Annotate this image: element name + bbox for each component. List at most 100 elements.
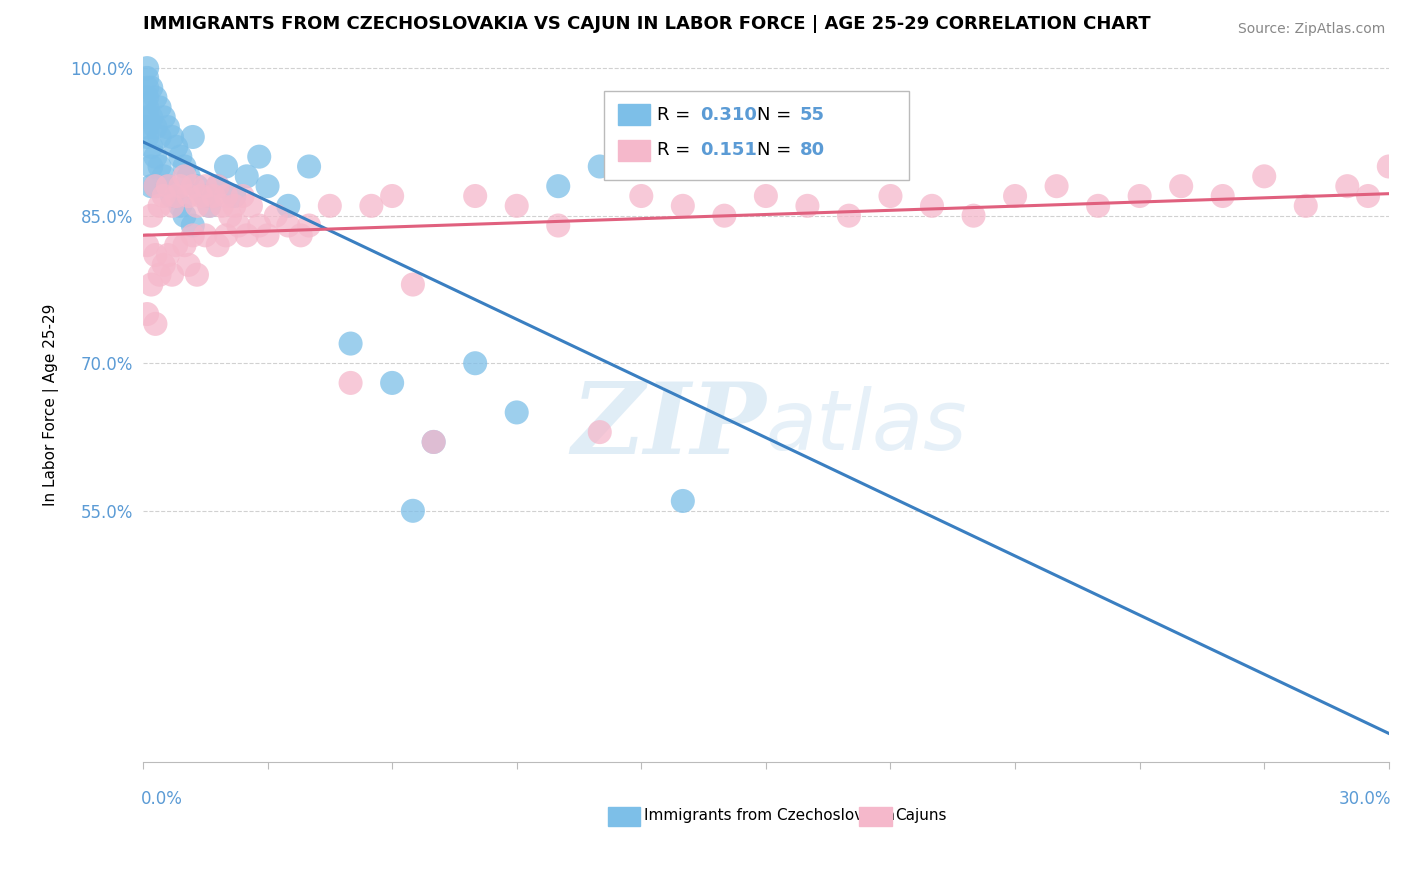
Point <box>177 169 200 184</box>
Text: Immigrants from Czechoslovakia: Immigrants from Czechoslovakia <box>644 808 894 823</box>
Point <box>152 189 174 203</box>
Point <box>207 179 229 194</box>
Point <box>177 258 200 272</box>
Point <box>713 209 735 223</box>
Point <box>589 425 612 439</box>
Point <box>145 179 167 194</box>
Point <box>402 504 425 518</box>
Point <box>141 277 163 292</box>
Point <box>181 179 204 194</box>
Point <box>228 219 250 233</box>
Point <box>145 317 167 331</box>
Point <box>547 179 569 194</box>
Point <box>186 199 208 213</box>
Point <box>211 199 233 213</box>
Point <box>247 150 270 164</box>
Point <box>169 150 191 164</box>
Point <box>215 189 238 203</box>
Point <box>339 376 361 390</box>
Point <box>256 228 278 243</box>
Text: 30.0%: 30.0% <box>1339 790 1392 808</box>
Point <box>422 434 444 449</box>
Point <box>165 140 187 154</box>
Point <box>239 199 262 213</box>
Point <box>141 179 163 194</box>
Point <box>190 189 212 203</box>
Point <box>202 189 225 203</box>
Text: 0.310: 0.310 <box>700 106 756 124</box>
Point <box>156 120 179 135</box>
Point <box>215 228 238 243</box>
Text: ZIP: ZIP <box>571 378 766 475</box>
Point <box>1129 189 1152 203</box>
Point <box>838 209 860 223</box>
Point <box>360 199 382 213</box>
Point <box>1045 179 1067 194</box>
Text: Source: ZipAtlas.com: Source: ZipAtlas.com <box>1237 22 1385 37</box>
Point <box>136 238 159 252</box>
Point <box>298 160 321 174</box>
Point <box>136 130 159 145</box>
Point <box>160 268 183 282</box>
Point <box>224 189 246 203</box>
Point <box>506 405 529 419</box>
Point <box>156 179 179 194</box>
Text: 0.151: 0.151 <box>700 142 756 160</box>
Point <box>1004 189 1026 203</box>
Point <box>181 219 204 233</box>
Point <box>264 209 287 223</box>
Point <box>148 199 170 213</box>
FancyBboxPatch shape <box>617 140 650 161</box>
Point <box>136 307 159 321</box>
Point <box>156 179 179 194</box>
Point <box>796 199 818 213</box>
Point <box>136 90 159 104</box>
Point <box>141 111 163 125</box>
Point <box>277 219 299 233</box>
Text: N =: N = <box>758 142 797 160</box>
FancyBboxPatch shape <box>617 104 650 126</box>
Point <box>198 199 221 213</box>
Point <box>148 100 170 114</box>
Point <box>194 228 217 243</box>
Point <box>198 199 221 213</box>
Point <box>160 199 183 213</box>
Point <box>1336 179 1358 194</box>
Point <box>141 140 163 154</box>
Point <box>145 248 167 262</box>
Text: atlas: atlas <box>766 386 967 467</box>
Point <box>879 189 901 203</box>
Point <box>236 169 259 184</box>
Point <box>136 61 159 75</box>
Point <box>194 179 217 194</box>
Point <box>1087 199 1109 213</box>
Point <box>173 209 195 223</box>
Point <box>339 336 361 351</box>
Point <box>148 130 170 145</box>
Point <box>277 199 299 213</box>
Point <box>402 277 425 292</box>
Point <box>256 179 278 194</box>
Point <box>506 199 529 213</box>
Point <box>232 189 254 203</box>
Point <box>186 268 208 282</box>
Point <box>136 120 159 135</box>
Point <box>141 80 163 95</box>
Point <box>152 111 174 125</box>
FancyBboxPatch shape <box>607 807 640 826</box>
Point <box>215 160 238 174</box>
Point <box>672 494 695 508</box>
Point <box>156 248 179 262</box>
Point <box>207 179 229 194</box>
Point <box>1212 189 1234 203</box>
Point <box>224 199 246 213</box>
FancyBboxPatch shape <box>859 807 891 826</box>
Point <box>186 179 208 194</box>
Point <box>145 179 167 194</box>
Point <box>173 238 195 252</box>
Point <box>145 120 167 135</box>
Point <box>160 189 183 203</box>
Text: Cajuns: Cajuns <box>896 808 948 823</box>
Point <box>589 160 612 174</box>
Point <box>145 150 167 164</box>
